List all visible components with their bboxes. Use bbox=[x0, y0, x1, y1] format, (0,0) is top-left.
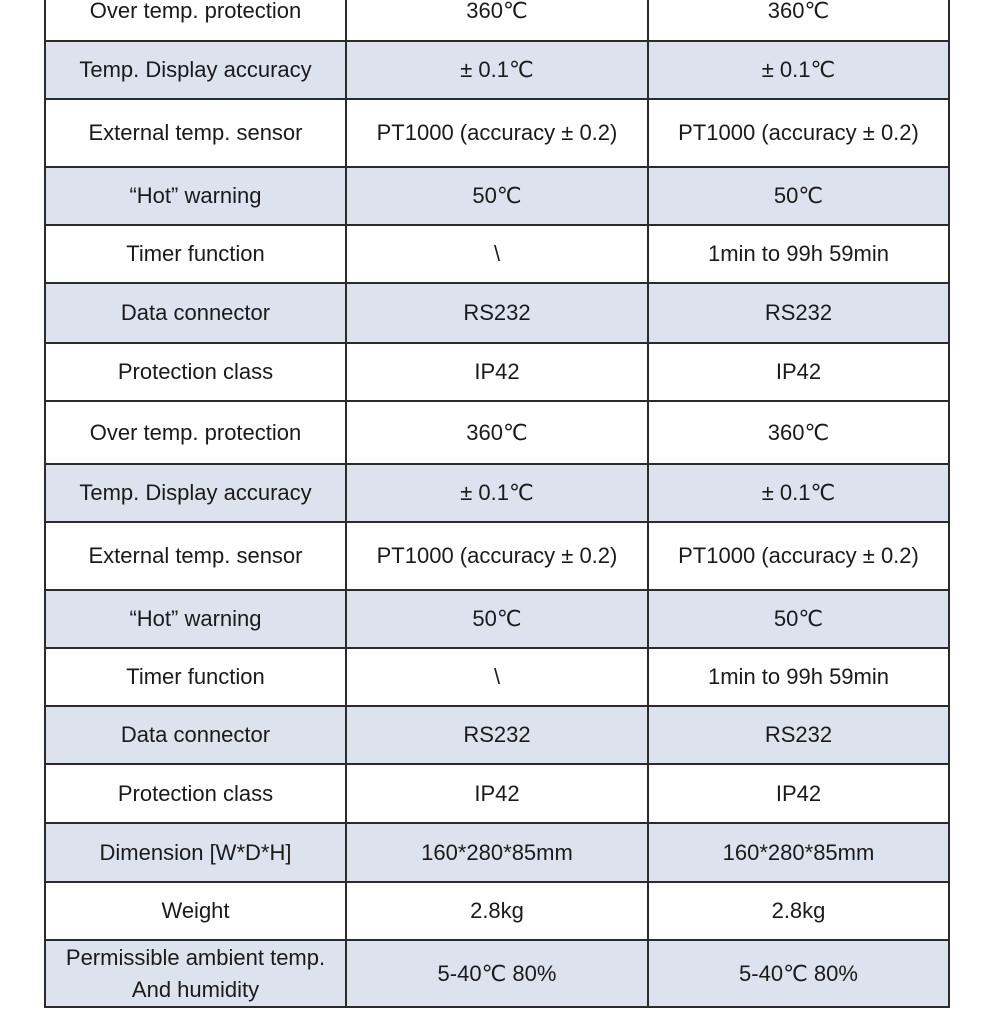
spec-label-cell: Protection class bbox=[44, 342, 347, 402]
spec-value-cell-model-2: 160*280*85mm bbox=[647, 822, 950, 883]
table-row: Timer function \ 1min to 99h 59min bbox=[44, 647, 950, 707]
spec-value-cell-model-2: IP42 bbox=[647, 763, 950, 824]
spec-label-cell: Dimension [W*D*H] bbox=[44, 822, 347, 883]
spec-value-cell-model-1: \ bbox=[345, 224, 649, 284]
spec-value-cell-model-2: PT1000 (accuracy ± 0.2) bbox=[647, 98, 950, 168]
table-row: Timer function \ 1min to 99h 59min bbox=[44, 224, 950, 284]
spec-value-cell-model-2: 360℃ bbox=[647, 0, 950, 42]
spec-value-cell-model-2: 2.8kg bbox=[647, 881, 950, 941]
spec-value-cell-model-1: 360℃ bbox=[345, 400, 649, 465]
spec-label-cell: “Hot” warning bbox=[44, 166, 347, 226]
spec-value-cell-model-2: PT1000 (accuracy ± 0.2) bbox=[647, 521, 950, 591]
spec-value-cell-model-1: 50℃ bbox=[345, 166, 649, 226]
table-row: Protection class IP42 IP42 bbox=[44, 342, 950, 402]
spec-value-cell-model-2: RS232 bbox=[647, 282, 950, 344]
spec-value-cell-model-1: 2.8kg bbox=[345, 881, 649, 941]
spec-label-cell: Permissible ambient temp. And humidity bbox=[44, 939, 347, 1008]
table-row: Over temp. protection 360℃ 360℃ bbox=[44, 0, 950, 42]
spec-value-cell-model-2: 1min to 99h 59min bbox=[647, 224, 950, 284]
spec-label-cell: Weight bbox=[44, 881, 347, 941]
spec-value-cell-model-1: 360℃ bbox=[345, 0, 649, 42]
table-row: Data connector RS232 RS232 bbox=[44, 705, 950, 765]
table-row: “Hot” warning 50℃ 50℃ bbox=[44, 166, 950, 226]
spec-label-cell: “Hot” warning bbox=[44, 589, 347, 649]
spec-value-cell-model-2: 5-40℃ 80% bbox=[647, 939, 950, 1008]
spec-value-cell-model-1: ± 0.1℃ bbox=[345, 463, 649, 523]
table-row: Weight 2.8kg 2.8kg bbox=[44, 881, 950, 941]
table-row: Temp. Display accuracy ± 0.1℃ ± 0.1℃ bbox=[44, 40, 950, 100]
spec-value-cell-model-1: 160*280*85mm bbox=[345, 822, 649, 883]
table-row: Dimension [W*D*H] 160*280*85mm 160*280*85m… bbox=[44, 822, 950, 883]
spec-label-cell: Data connector bbox=[44, 705, 347, 765]
spec-table-body: Over temp. protection 360℃ 360℃ Temp. Displ… bbox=[44, 0, 950, 1008]
spec-value-cell-model-2: ± 0.1℃ bbox=[647, 463, 950, 523]
spec-value-cell-model-2: 360℃ bbox=[647, 400, 950, 465]
spec-label-cell: Over temp. protection bbox=[44, 400, 347, 465]
spec-label-cell: Protection class bbox=[44, 763, 347, 824]
spec-label-cell: Over temp. protection bbox=[44, 0, 347, 42]
spec-value-cell-model-2: IP42 bbox=[647, 342, 950, 402]
spec-value-cell-model-1: IP42 bbox=[345, 342, 649, 402]
table-row: Permissible ambient temp. And humidity 5-… bbox=[44, 939, 950, 1008]
spec-value-cell-model-1: ± 0.1℃ bbox=[345, 40, 649, 100]
spec-value-cell-model-1: RS232 bbox=[345, 282, 649, 344]
spec-value-cell-model-2: ± 0.1℃ bbox=[647, 40, 950, 100]
spec-value-cell-model-1: \ bbox=[345, 647, 649, 707]
spec-value-cell-model-1: PT1000 (accuracy ± 0.2) bbox=[345, 521, 649, 591]
table-row: Temp. Display accuracy ± 0.1℃ ± 0.1℃ bbox=[44, 463, 950, 523]
spec-value-cell-model-2: 50℃ bbox=[647, 589, 950, 649]
spec-label-cell: External temp. sensor bbox=[44, 521, 347, 591]
spec-value-cell-model-2: 1min to 99h 59min bbox=[647, 647, 950, 707]
spec-value-cell-model-1: PT1000 (accuracy ± 0.2) bbox=[345, 98, 649, 168]
table-row: External temp. sensor PT1000 (accuracy ± … bbox=[44, 98, 950, 168]
table-row: Protection class IP42 IP42 bbox=[44, 763, 950, 824]
spec-value-cell-model-1: 50℃ bbox=[345, 589, 649, 649]
table-row: External temp. sensor PT1000 (accuracy ± … bbox=[44, 521, 950, 591]
table-row: “Hot” warning 50℃ 50℃ bbox=[44, 589, 950, 649]
spec-label-cell: Timer function bbox=[44, 224, 347, 284]
spec-value-cell-model-1: 5-40℃ 80% bbox=[345, 939, 649, 1008]
spec-label-cell: Temp. Display accuracy bbox=[44, 463, 347, 523]
spec-value-cell-model-1: IP42 bbox=[345, 763, 649, 824]
spec-value-cell-model-2: RS232 bbox=[647, 705, 950, 765]
spec-label-cell: Temp. Display accuracy bbox=[44, 40, 347, 100]
table-row: Over temp. protection 360℃ 360℃ bbox=[44, 400, 950, 465]
spec-value-cell-model-2: 50℃ bbox=[647, 166, 950, 226]
spec-label-cell: Timer function bbox=[44, 647, 347, 707]
table-row: Data connector RS232 RS232 bbox=[44, 282, 950, 344]
spec-value-cell-model-1: RS232 bbox=[345, 705, 649, 765]
spec-label-cell: External temp. sensor bbox=[44, 98, 347, 168]
spec-table: Over temp. protection 360℃ 360℃ Temp. Displ… bbox=[44, 0, 950, 1008]
spec-label-cell: Data connector bbox=[44, 282, 347, 344]
